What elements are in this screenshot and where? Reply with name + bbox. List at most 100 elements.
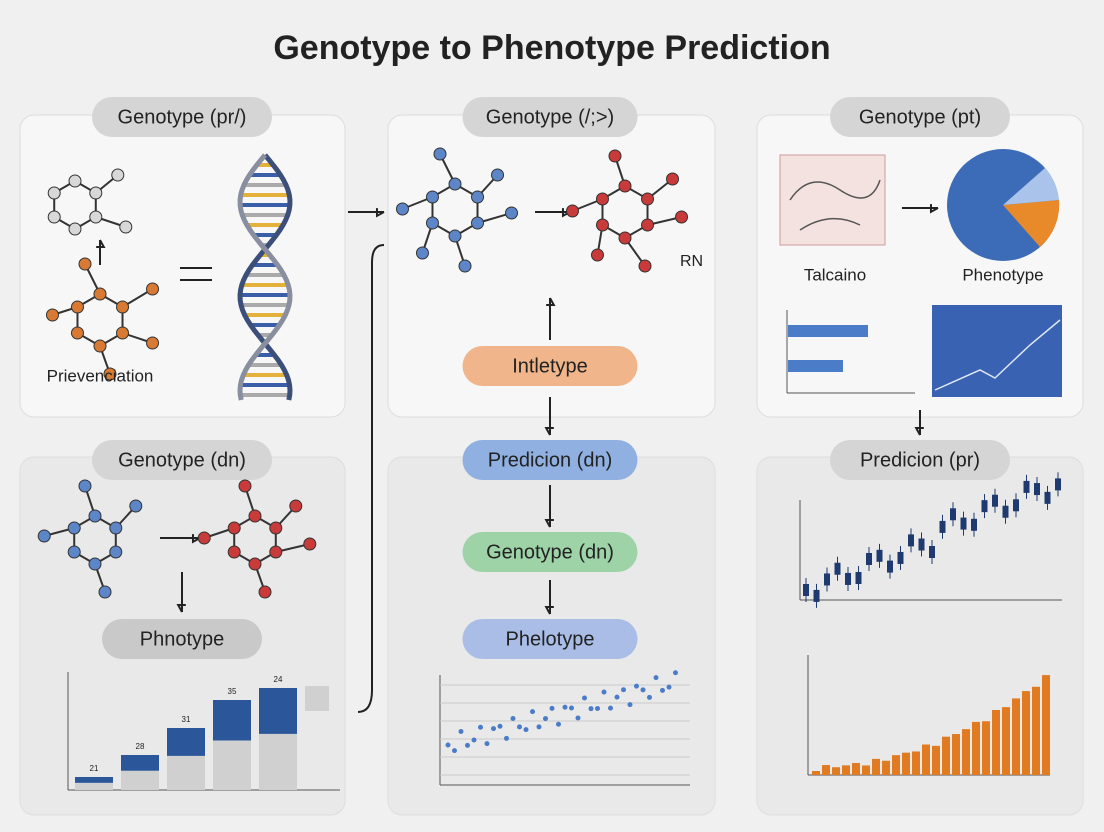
arrow-head [546, 297, 556, 307]
point [497, 723, 503, 729]
atom [93, 287, 107, 301]
candle [834, 562, 841, 575]
label: RN [680, 253, 703, 270]
pill-label: Genotype (dn) [486, 541, 614, 563]
bar-base [75, 782, 113, 790]
bar [902, 752, 910, 775]
title: Genotype to Phenotype Prediction [273, 29, 830, 67]
atom [248, 557, 262, 571]
atom [618, 179, 632, 193]
pill [92, 97, 272, 137]
arrow-head [929, 204, 939, 214]
bar [1022, 691, 1030, 775]
atom [47, 210, 61, 224]
bar-top [259, 688, 297, 734]
point [647, 694, 652, 700]
point [634, 683, 639, 689]
pill-label: Genotype (/;>) [486, 106, 614, 128]
atom [227, 521, 241, 535]
pill-label: Intletype [512, 355, 588, 377]
candle [1044, 491, 1051, 504]
arrow-head [544, 605, 554, 615]
candle [845, 572, 851, 585]
atom [471, 190, 485, 204]
bar-top [75, 777, 113, 783]
atom [675, 210, 689, 224]
atom [109, 545, 123, 559]
pill [830, 97, 1010, 137]
bar [922, 744, 930, 775]
atom [116, 326, 130, 340]
point [582, 695, 587, 701]
arrow-head [176, 603, 186, 613]
arrow-head [375, 208, 385, 218]
atom [116, 300, 130, 314]
bar [1002, 707, 1010, 775]
bar-top [167, 728, 205, 756]
point [575, 715, 581, 721]
atom [666, 172, 680, 186]
arrow-head [544, 426, 554, 436]
atom [146, 282, 160, 296]
point [608, 705, 613, 711]
bar-top [213, 700, 251, 741]
bar [882, 760, 890, 775]
arrow-head [914, 426, 924, 436]
atom [129, 499, 143, 513]
atom [258, 585, 272, 599]
candle [866, 553, 872, 566]
candle [981, 500, 988, 513]
bar [852, 762, 860, 775]
atom [269, 521, 283, 535]
atom [227, 545, 241, 559]
point [530, 709, 535, 715]
candle [1055, 478, 1061, 491]
point [491, 726, 496, 732]
atom [448, 177, 462, 191]
candle [1002, 505, 1009, 518]
bar [912, 751, 920, 775]
candle [897, 551, 904, 564]
atom [565, 204, 579, 218]
atom [78, 479, 92, 493]
bar [872, 758, 880, 775]
connector [357, 244, 385, 713]
atom [595, 192, 609, 206]
bar [952, 734, 960, 775]
atom [638, 259, 652, 273]
point [504, 735, 509, 741]
atom [89, 186, 103, 200]
point [517, 724, 522, 730]
candle [971, 518, 977, 531]
candle [1013, 499, 1019, 512]
atom [448, 229, 462, 243]
pill-label: Predicion (dn) [488, 449, 613, 471]
arrow-head [96, 239, 106, 249]
candle [855, 571, 862, 584]
pill-label: Phnotype [140, 628, 225, 650]
atom [93, 339, 107, 353]
atom [595, 218, 609, 232]
atom [47, 186, 61, 200]
point [523, 727, 529, 733]
bar [1032, 686, 1040, 775]
bar-base [167, 755, 205, 790]
point [452, 748, 457, 754]
point [666, 684, 672, 690]
atom [395, 202, 409, 216]
point [640, 687, 646, 693]
atom [425, 216, 439, 230]
pill [462, 97, 638, 137]
atom [70, 326, 84, 340]
atom [109, 521, 123, 535]
bar-base [259, 733, 297, 790]
point [445, 742, 451, 748]
candle [824, 573, 830, 586]
point [660, 687, 665, 693]
atom [303, 537, 317, 551]
atom [238, 479, 252, 493]
atom [67, 521, 81, 535]
atom [119, 220, 133, 234]
dna-strand [237, 153, 293, 401]
